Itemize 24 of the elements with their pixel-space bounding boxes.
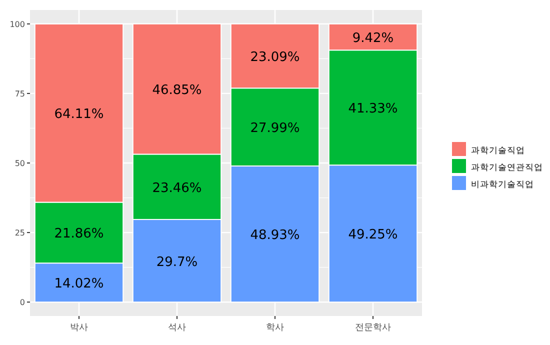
legend-label: 비과학기술직업 [471,180,534,190]
data-label: 9.42% [352,31,394,46]
data-label: 29.7% [156,254,198,270]
data-label: 23.09% [250,50,300,65]
x-tick-label: 석사 [168,323,186,333]
text: 과학기술직업 [471,146,525,156]
data-label: 14.02% [54,276,104,292]
data-label: 23.46% [152,180,202,196]
legend-label: 과학기술연관직업 [471,163,543,173]
x-tick-label: 학사 [266,323,284,333]
y-tick-label: 100 [10,20,25,29]
data-label: 21.86% [54,226,104,242]
data-label: 27.99% [250,121,300,136]
y-tick-label: 50 [14,159,25,168]
y-tick-label: 25 [14,228,25,238]
y-tick-label: 0 [20,298,25,308]
y-tick-label: 75 [14,89,25,98]
data-label: 46.85% [152,83,202,98]
x-tick-label: 박사 [70,323,88,333]
data-label: 41.33% [348,102,398,117]
data-label: 49.25% [348,228,398,243]
data-label: 48.93% [250,228,300,244]
data-label: 64.11% [54,107,104,122]
x-tick-label: 전문학사 [355,323,391,333]
